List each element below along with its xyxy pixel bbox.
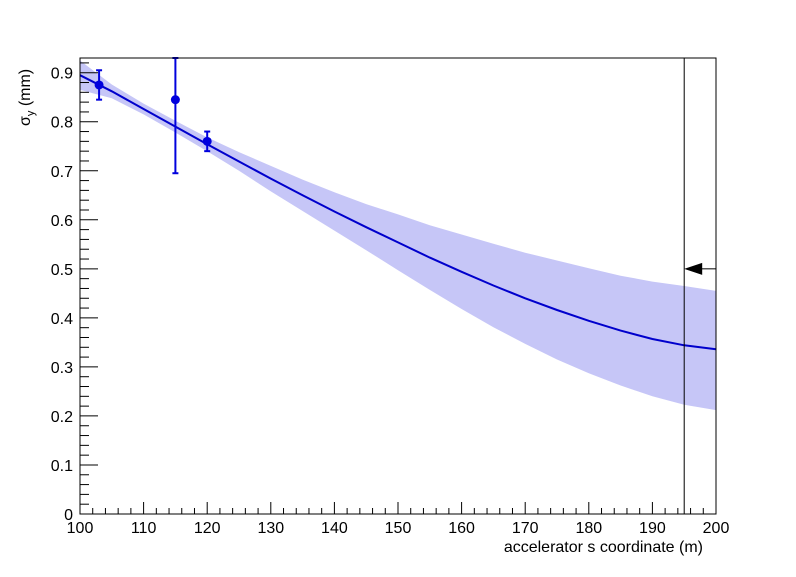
arrow-head bbox=[684, 262, 703, 275]
y-tick-label: 0.1 bbox=[51, 458, 73, 475]
x-tick-label: 190 bbox=[639, 520, 666, 537]
y-tick-label: 0.5 bbox=[51, 262, 73, 279]
x-tick-label: 140 bbox=[321, 520, 348, 537]
data-marker bbox=[170, 95, 180, 105]
y-axis-title-subscript: y bbox=[25, 110, 37, 116]
x-tick-label: 170 bbox=[512, 520, 539, 537]
x-tick-label: 200 bbox=[703, 520, 730, 537]
y-tick-label: 0 bbox=[64, 507, 73, 524]
confidence-band bbox=[80, 60, 716, 411]
y-tick-label: 0.4 bbox=[51, 311, 73, 328]
x-tick-label: 120 bbox=[194, 520, 221, 537]
confidence-band-layer bbox=[80, 60, 716, 411]
data-point-3 bbox=[202, 130, 212, 153]
data-marker bbox=[202, 136, 212, 146]
x-tick-label: 100 bbox=[67, 520, 94, 537]
data-point-1 bbox=[94, 69, 104, 101]
vertical-line-layer bbox=[683, 58, 716, 514]
y-tick-label: 0.2 bbox=[51, 409, 73, 426]
y-tick-label: 0.9 bbox=[51, 66, 73, 83]
x-tick-label: 110 bbox=[131, 520, 157, 537]
ticks-layer bbox=[79, 62, 717, 515]
fit-line-layer bbox=[79, 74, 717, 351]
x-tick-label: 130 bbox=[257, 520, 284, 537]
fit-line bbox=[79, 74, 717, 351]
x-tick-label: 150 bbox=[385, 520, 412, 537]
data-points-layer bbox=[94, 57, 212, 175]
y-axis-title: σy (mm) bbox=[17, 69, 37, 126]
x-tick-label: 160 bbox=[448, 520, 475, 537]
y-tick-label: 0.6 bbox=[51, 213, 73, 230]
x-axis-title: accelerator s coordinate (m) bbox=[504, 539, 703, 556]
data-marker bbox=[94, 80, 104, 90]
y-axis-title-symbol: σ bbox=[17, 116, 34, 126]
y-axis-title-unit: (mm) bbox=[17, 69, 34, 111]
y-tick-label: 0.3 bbox=[51, 360, 73, 377]
y-tick-label: 0.7 bbox=[51, 164, 73, 181]
tick-labels-layer: 100 110 120 130 140 150 160 170 180 190 200 0 0.1 0.2… bbox=[51, 66, 730, 537]
x-tick-label: 180 bbox=[575, 520, 602, 537]
y-tick-label: 0.8 bbox=[51, 115, 73, 132]
data-point-2 bbox=[170, 57, 180, 175]
